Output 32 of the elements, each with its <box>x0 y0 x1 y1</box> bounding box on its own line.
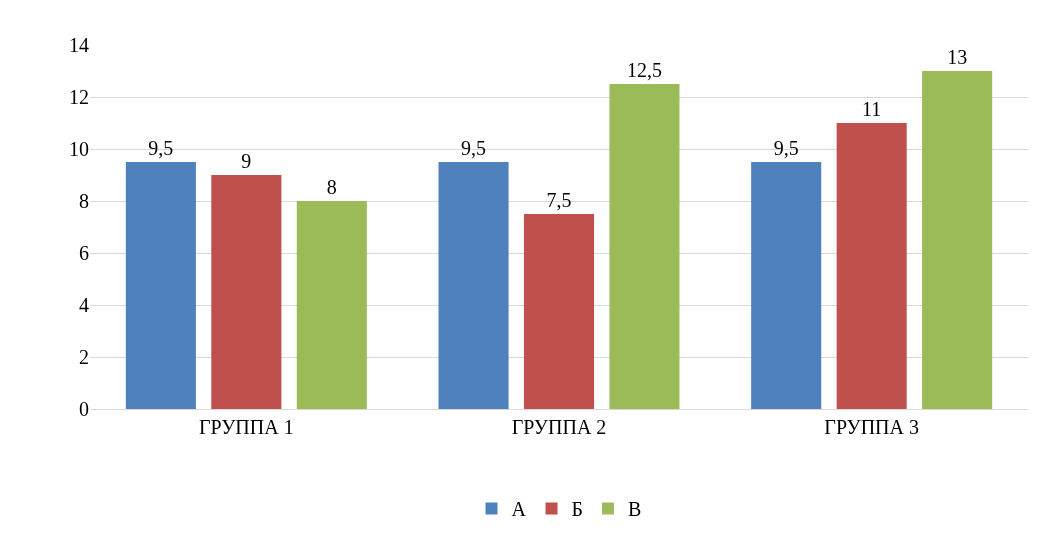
legend-label: А <box>511 498 527 521</box>
bar <box>125 162 196 409</box>
x-tick-label: ГРУППА 1 <box>198 416 294 438</box>
data-label: 11 <box>862 98 882 120</box>
y-tick-label: 10 <box>69 138 89 160</box>
y-tick-label: 4 <box>79 294 89 316</box>
bar <box>922 71 993 409</box>
bar <box>438 162 509 409</box>
x-tick-label: ГРУППА 3 <box>824 416 920 438</box>
bar <box>751 162 822 409</box>
data-label: 13 <box>947 46 968 68</box>
data-label: 12,5 <box>626 59 662 81</box>
x-tick-label: ГРУППА 2 <box>511 416 607 438</box>
data-label: 9,5 <box>773 137 799 159</box>
y-tick-label: 2 <box>79 346 89 368</box>
bar <box>836 123 907 409</box>
y-tick-label: 0 <box>79 398 89 420</box>
y-tick-label: 12 <box>69 86 89 108</box>
data-label: 7,5 <box>546 189 572 211</box>
y-tick-label: 8 <box>79 190 89 212</box>
y-tick-label: 14 <box>69 34 89 56</box>
data-label: 8 <box>326 176 337 198</box>
bar <box>296 201 367 409</box>
legend-label: В <box>627 498 642 521</box>
legend-label: Б <box>571 498 583 521</box>
bar <box>609 84 680 409</box>
bar <box>211 175 282 409</box>
bar <box>523 214 595 409</box>
data-label: 9 <box>241 150 252 172</box>
data-label: 9,5 <box>148 137 174 159</box>
y-tick-label: 6 <box>79 242 89 264</box>
data-label: 9,5 <box>461 137 487 159</box>
